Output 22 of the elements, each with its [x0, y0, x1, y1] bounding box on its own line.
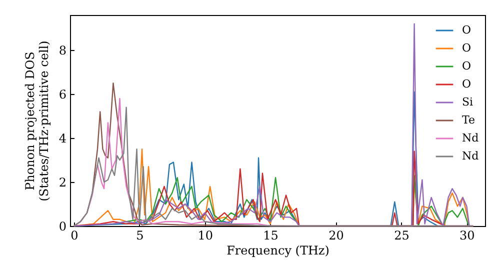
legend-label: O	[462, 24, 472, 36]
x-tick-label: 20	[328, 228, 344, 242]
legend-label: O	[462, 60, 472, 72]
y-tick-label: 0	[58, 220, 66, 234]
y-tick-label: 6	[58, 88, 66, 102]
x-tick-label: 10	[198, 228, 213, 242]
y-axis-title: Phonon projected DOS (States/THz·primitive cell)	[22, 40, 51, 202]
legend-label: Si	[462, 96, 474, 108]
y-tick-label: 2	[58, 176, 66, 190]
y-tick-label: 4	[58, 132, 67, 146]
legend-label: O	[462, 42, 472, 54]
x-tick-label: 0	[70, 228, 78, 242]
legend-label: Te	[462, 114, 475, 126]
x-tick-label: 30	[460, 228, 475, 242]
x-axis-title: Frequency (THz)	[226, 244, 330, 258]
y-tick-label: 8	[58, 44, 66, 58]
legend-label: Nd	[462, 132, 479, 144]
x-tick-label: 15	[263, 228, 278, 242]
legend-label: Nd	[462, 150, 479, 162]
x-tick-label: 25	[394, 228, 410, 242]
x-tick-label: 5	[136, 228, 144, 242]
legend-label: O	[462, 78, 472, 90]
